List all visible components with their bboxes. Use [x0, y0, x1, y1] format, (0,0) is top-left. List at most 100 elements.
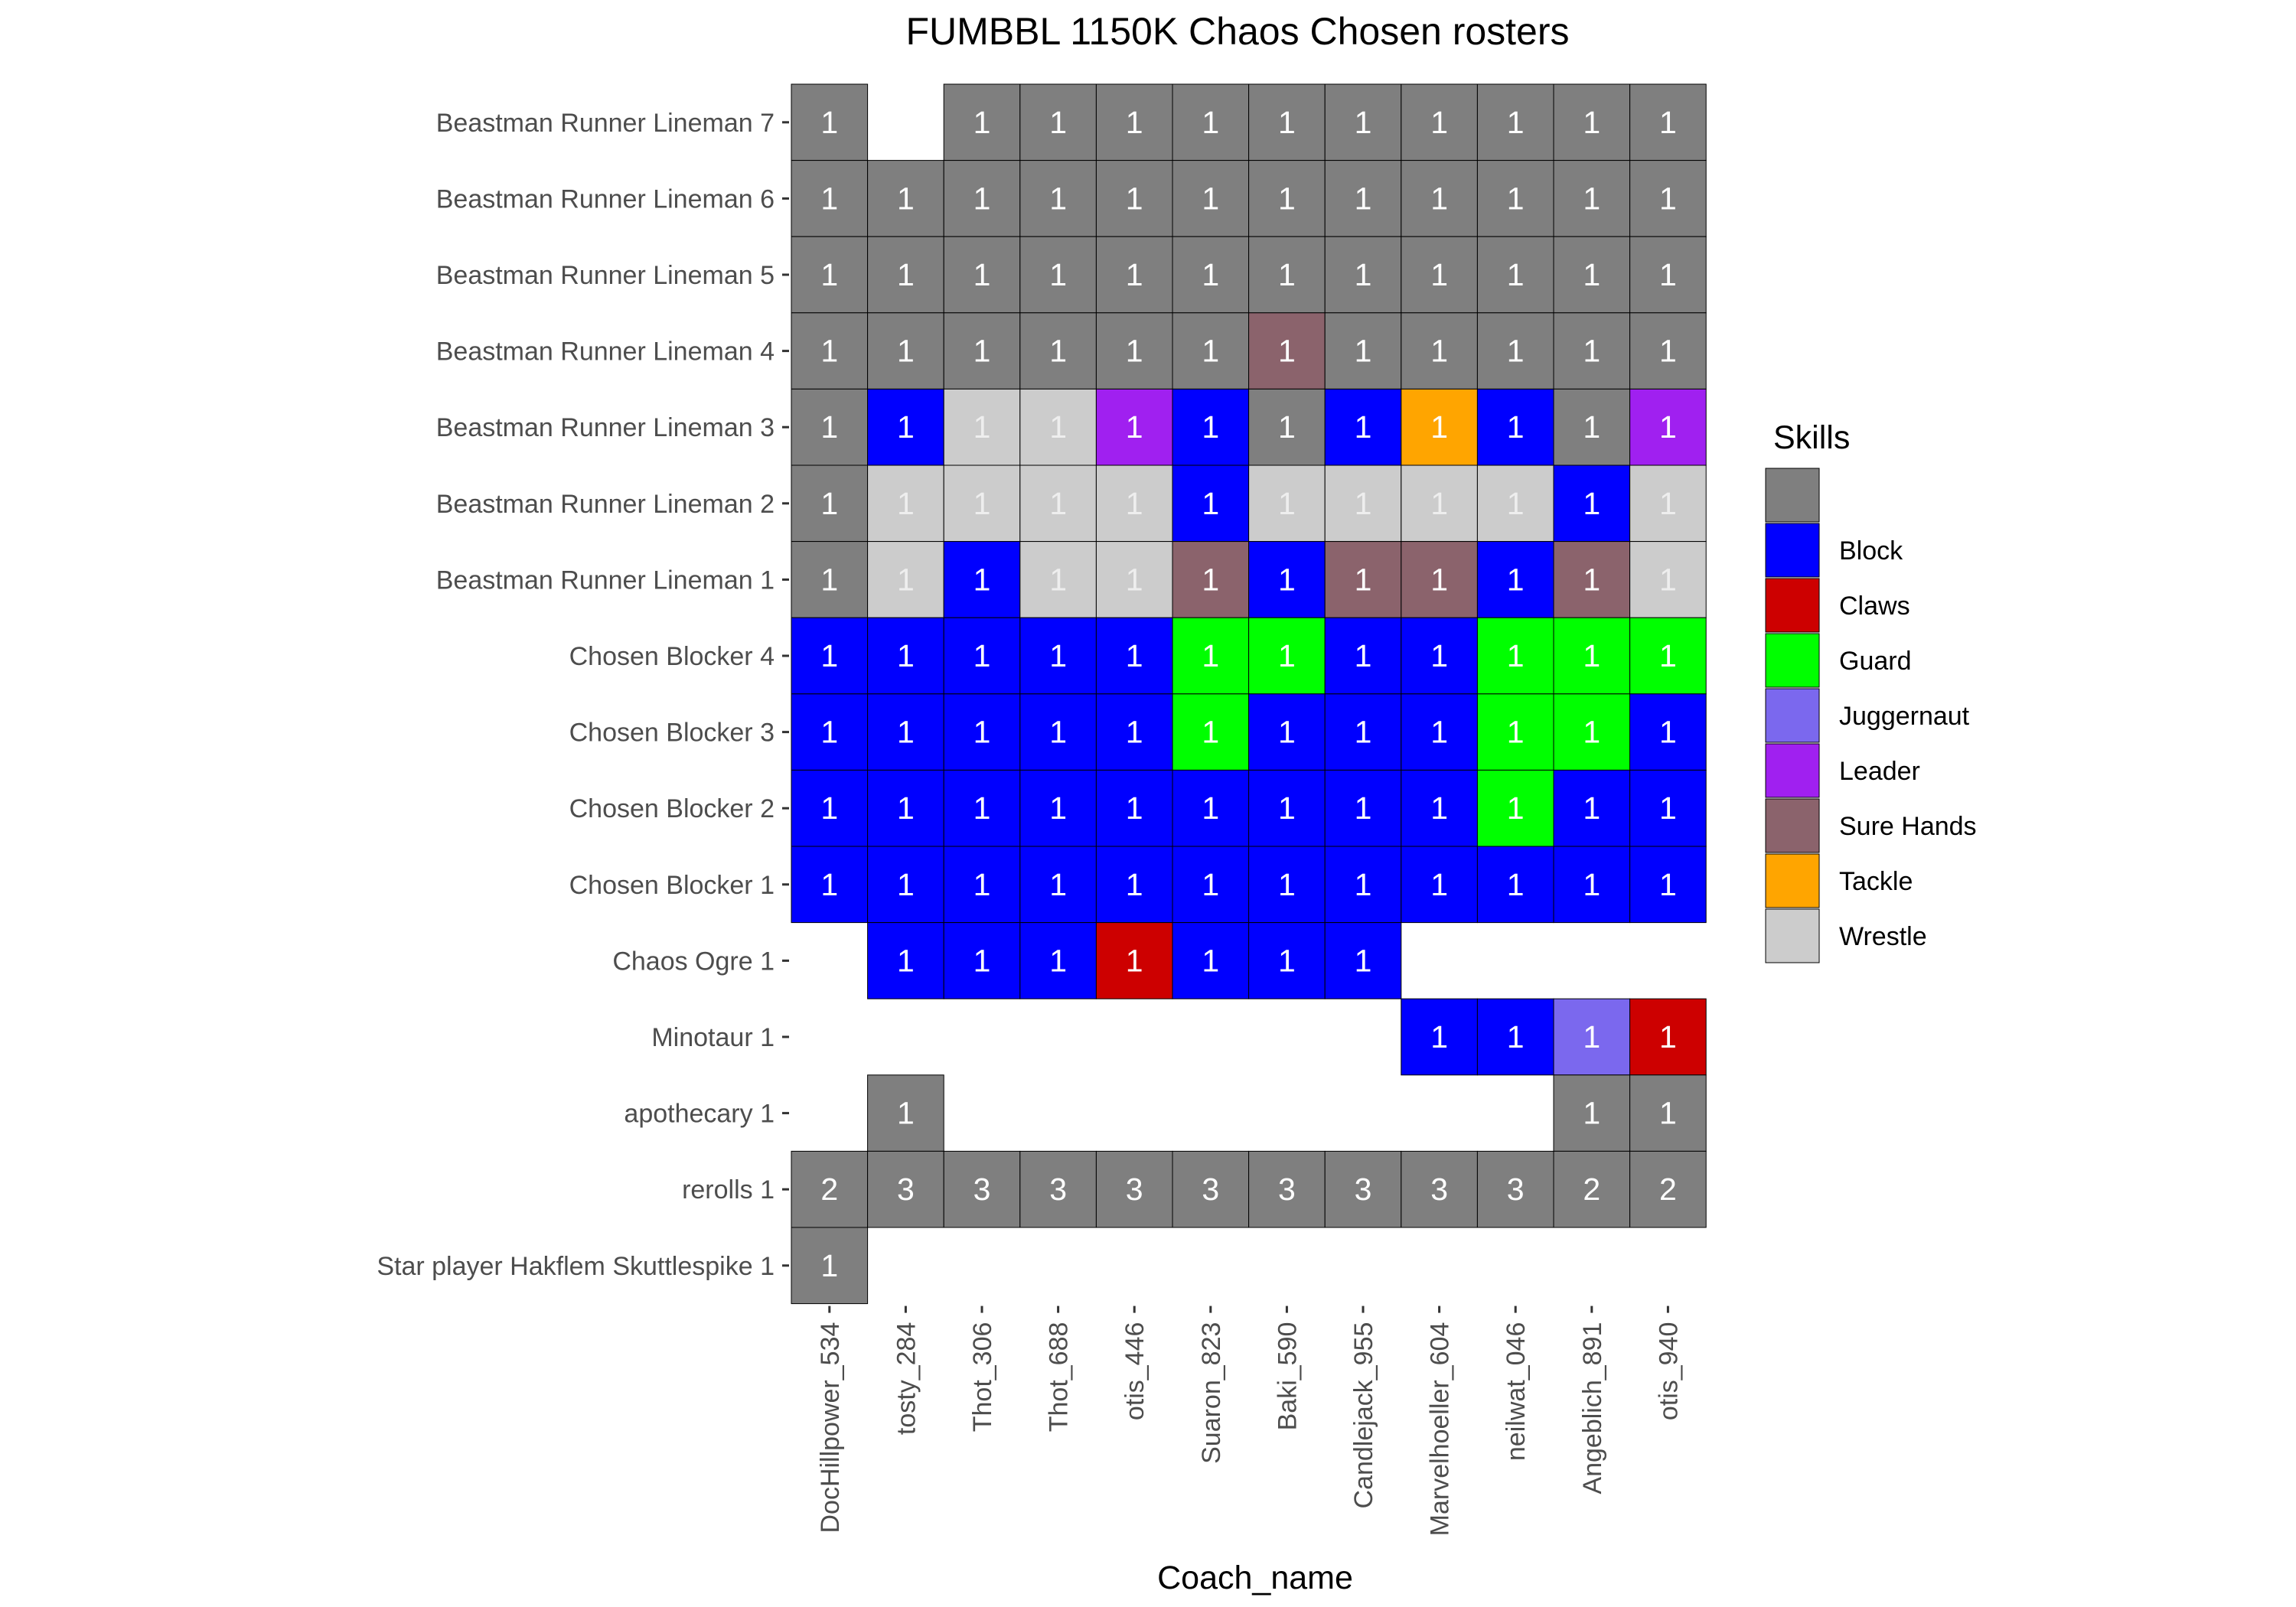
cell-value-label: 3 — [1049, 1172, 1067, 1207]
heatmap-cell — [791, 388, 869, 466]
heatmap-cell — [867, 541, 944, 618]
cell-value-label: 1 — [1659, 1019, 1677, 1054]
x-axis-title: Coach_name — [1157, 1560, 1353, 1596]
cell-value-label: 1 — [820, 486, 838, 521]
legend-title: Skills — [1773, 419, 1850, 456]
heatmap-cell — [1324, 922, 1402, 999]
legend-key — [1765, 633, 1820, 688]
cell-value-label: 1 — [1049, 105, 1067, 140]
cell-value-label: 1 — [1126, 943, 1143, 978]
heatmap-cell — [1324, 769, 1402, 847]
cell-value-label: 1 — [1355, 562, 1372, 597]
cell-value-label: 3 — [1430, 1172, 1448, 1207]
x-tick-label: Baki_590 — [1273, 1322, 1302, 1431]
cell-value-label: 1 — [1355, 943, 1372, 978]
cell-value-label: 1 — [1202, 409, 1219, 445]
x-tick-label: Thot_306 — [968, 1322, 997, 1433]
heatmap-cell — [1019, 846, 1097, 924]
cell-value-label: 1 — [1049, 638, 1067, 673]
x-tick-label: tosty_284 — [892, 1322, 921, 1435]
heatmap-cell — [943, 617, 1021, 695]
cell-value-label: 1 — [1126, 409, 1143, 445]
heatmap-cell — [1095, 541, 1173, 618]
heatmap-cell — [1629, 160, 1707, 237]
cell-value-label: 1 — [897, 334, 915, 369]
heatmap-cell — [1629, 1074, 1707, 1152]
heatmap-cell — [943, 541, 1021, 618]
heatmap-cell — [791, 769, 869, 847]
cell-value-label: 1 — [974, 409, 991, 445]
y-tick-label: Beastman Runner Lineman 7 — [436, 109, 775, 138]
heatmap-cell — [1476, 388, 1554, 466]
cell-value-label: 1 — [897, 181, 915, 216]
heatmap-cell — [1476, 160, 1554, 237]
cell-value-label: 1 — [1202, 715, 1219, 750]
cell-value-label: 1 — [1355, 257, 1372, 292]
cell-value-label: 1 — [1278, 790, 1296, 826]
cell-value-label: 1 — [1583, 715, 1600, 750]
cell-value-label: 1 — [897, 562, 915, 597]
cell-value-label: 1 — [1430, 867, 1448, 902]
y-tick-label: Beastman Runner Lineman 1 — [436, 566, 775, 595]
cell-value-label: 1 — [1430, 715, 1448, 750]
cell-value-label: 1 — [897, 257, 915, 292]
cell-value-label: 1 — [1355, 486, 1372, 521]
y-axis: Beastman Runner Lineman 7 Beastman Runner… — [377, 109, 789, 1281]
cell-value-label: 1 — [974, 790, 991, 826]
cell-value-label: 1 — [1202, 334, 1219, 369]
cell-value-label: 1 — [1126, 334, 1143, 369]
cell-value-label: 1 — [1049, 181, 1067, 216]
cell-value-label: 1 — [1507, 715, 1525, 750]
cell-value-label: 1 — [820, 1248, 838, 1283]
heatmap-cell — [1629, 312, 1707, 390]
heatmap-cell — [867, 693, 944, 771]
cell-value-label: 1 — [1430, 181, 1448, 216]
cell-value-label: 1 — [1659, 486, 1677, 521]
cell-value-label: 1 — [1202, 562, 1219, 597]
legend-key — [1765, 853, 1820, 908]
heatmap-cell — [1095, 846, 1173, 924]
heatmap-cell — [1095, 236, 1173, 314]
cell-value-label: 1 — [1049, 334, 1067, 369]
cell-value-label: 1 — [1430, 562, 1448, 597]
y-tick-label: Chosen Blocker 3 — [569, 719, 775, 748]
legend-key — [1765, 468, 1820, 523]
cell-value-label: 1 — [1659, 1096, 1677, 1131]
cell-value-label: 3 — [1355, 1172, 1372, 1207]
heatmap-cell — [1476, 541, 1554, 618]
cell-value-label: 1 — [1583, 334, 1600, 369]
heatmap-cell — [1172, 1150, 1250, 1228]
heatmap-cell — [1401, 693, 1478, 771]
heatmap-cell — [867, 846, 944, 924]
cell-value-label: 1 — [1049, 790, 1067, 826]
heatmap-cell — [1553, 83, 1631, 161]
heatmap-cell — [867, 160, 944, 237]
cell-value-label: 1 — [897, 409, 915, 445]
legend-label: Tackle — [1839, 867, 1913, 896]
heatmap-cell — [1401, 998, 1478, 1076]
heatmap-cell — [1172, 388, 1250, 466]
cell-value-label: 1 — [1659, 867, 1677, 902]
cell-value-label: 1 — [1126, 790, 1143, 826]
cell-value-label: 1 — [1202, 638, 1219, 673]
cell-value-label: 1 — [1278, 638, 1296, 673]
heatmap-cell — [867, 922, 944, 999]
cell-value-label: 1 — [1126, 105, 1143, 140]
cell-value-label: 1 — [1659, 334, 1677, 369]
heatmap-cell — [867, 312, 944, 390]
cell-value-label: 1 — [1355, 105, 1372, 140]
heatmap-cell — [1324, 312, 1402, 390]
heatmap-cell — [1476, 693, 1554, 771]
cell-value-label: 1 — [1278, 105, 1296, 140]
cell-value-label: 1 — [820, 257, 838, 292]
cell-value-label: 1 — [1355, 715, 1372, 750]
heatmap-cell — [1095, 693, 1173, 771]
y-tick-label: Beastman Runner Lineman 3 — [436, 413, 775, 442]
cell-value-label: 1 — [1659, 790, 1677, 826]
heatmap-cell — [1553, 693, 1631, 771]
y-tick-label: Star player Hakflem Skuttlespike 1 — [377, 1252, 775, 1281]
legend-label: Guard — [1839, 647, 1912, 676]
heatmap-cell — [867, 388, 944, 466]
cell-value-label: 3 — [1202, 1172, 1219, 1207]
cell-value-label: 1 — [1049, 409, 1067, 445]
